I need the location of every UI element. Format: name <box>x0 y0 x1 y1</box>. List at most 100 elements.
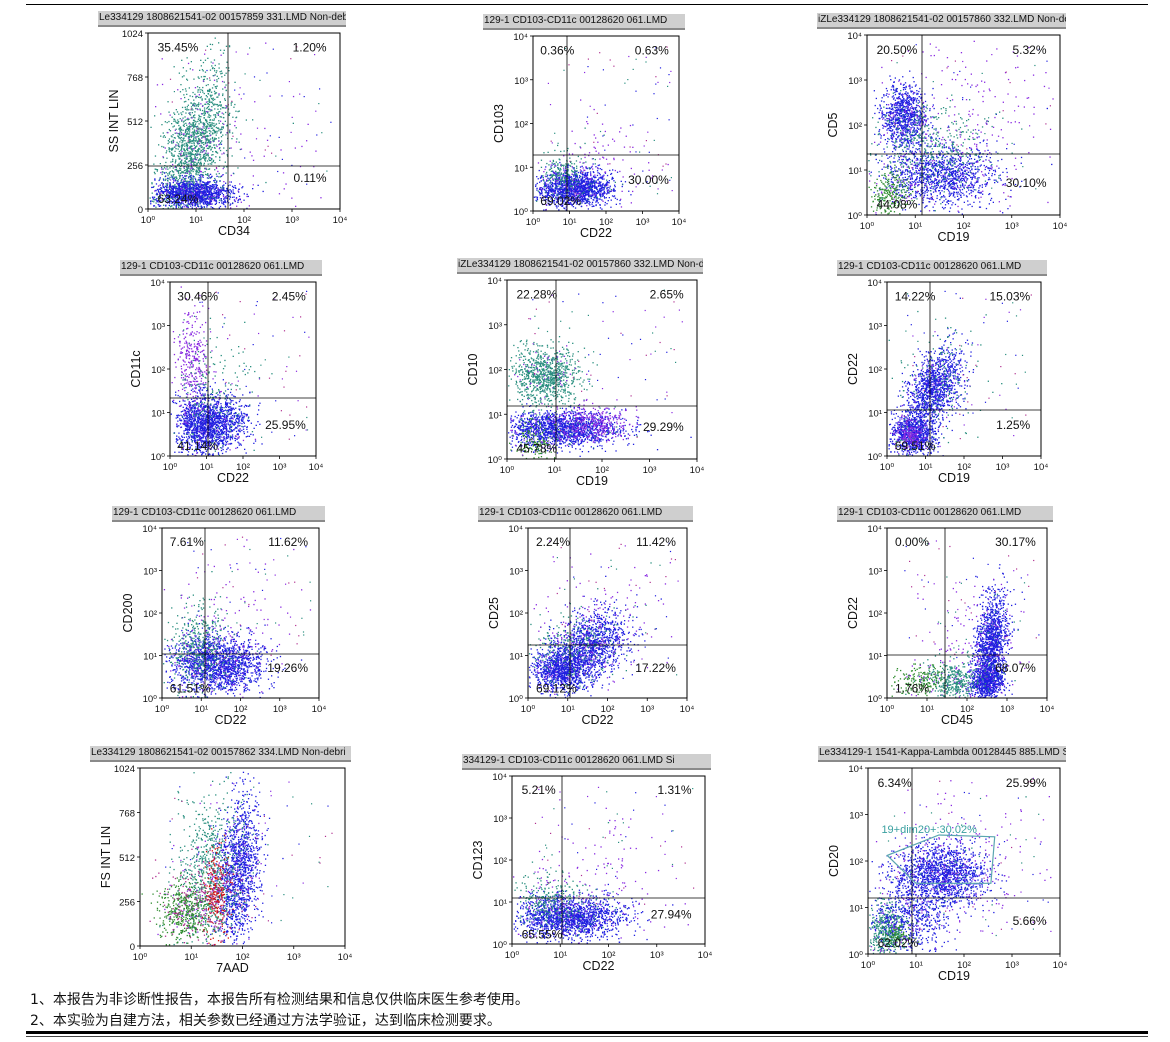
y-tick-label: 768 <box>127 73 143 84</box>
quadrant-percent: 11.62% <box>268 535 308 549</box>
plot-title: 334129-1 CD103-CD11c 00128620 061.LMD Si <box>462 754 711 770</box>
y-axis-label: CD5 <box>826 112 840 137</box>
x-tick-label: 10⁴ <box>698 950 713 961</box>
plot-title: 129-1 CD103-CD11c 00128620 061.LMD <box>112 506 325 522</box>
gate-label: 19+dim20+:30.02% <box>881 824 977 836</box>
x-tick-label: 10³ <box>285 215 299 226</box>
y-tick-label: 10² <box>143 609 157 620</box>
y-tick-label: 10² <box>509 609 523 620</box>
x-tick-label: 10³ <box>640 704 654 715</box>
x-tick-label: 10⁴ <box>333 215 348 226</box>
plot-frame <box>140 768 345 946</box>
y-tick-label: 10³ <box>509 567 523 578</box>
y-axis-label: SS INT LIN <box>107 90 121 153</box>
quadrant-percent: 30.46% <box>177 289 218 303</box>
y-tick-label: 10² <box>848 121 862 132</box>
x-tick-label: 10¹ <box>200 462 214 473</box>
plot-title: iZLe334129 1808621541-02 00157860 332.LM… <box>457 258 703 274</box>
y-tick-label: 10⁴ <box>487 276 502 287</box>
quadrant-percent: 17.22% <box>635 661 676 675</box>
y-tick-label: 10³ <box>848 76 862 87</box>
plot-title: 129-1 CD103-CD11c 00128620 061.LMD <box>837 260 1047 276</box>
x-tick-label: 10² <box>237 215 251 226</box>
x-tick-label: 10¹ <box>553 950 567 961</box>
y-tick-label: 10⁰ <box>151 452 166 463</box>
scatter-points <box>889 291 1032 457</box>
y-axis-label: CD123 <box>471 841 485 880</box>
quadrant-percent: 25.99% <box>1006 776 1047 790</box>
y-tick-label: 10¹ <box>151 409 165 420</box>
y-axis-label: CD25 <box>487 597 501 629</box>
plot-frame <box>887 282 1041 456</box>
quadrant-percent: 14.22% <box>895 289 936 303</box>
y-tick-label: 10⁰ <box>493 940 508 951</box>
y-tick-label: 10³ <box>151 322 165 333</box>
gate-polygon <box>887 835 995 883</box>
x-tick-label: 10³ <box>996 462 1010 473</box>
y-tick-label: 10³ <box>868 322 882 333</box>
x-tick-label: 10⁰ <box>526 217 541 228</box>
x-tick-label: 10² <box>960 704 974 715</box>
x-tick-label: 10⁰ <box>505 950 520 961</box>
quadrant-percent: 2.45% <box>272 289 306 303</box>
y-axis-label: CD10 <box>466 353 480 385</box>
y-tick-label: 10¹ <box>509 652 523 663</box>
plot-frame <box>162 528 319 698</box>
y-tick-label: 1024 <box>122 29 143 40</box>
quadrant-percent: 0.11% <box>293 171 326 185</box>
scatter-points <box>534 47 673 211</box>
report-notes: 1、本报告为非诊断性报告，本报告所有检测结果和信息仅供临床医生参考使用。 2、本… <box>30 990 1150 1032</box>
plot-frame <box>148 33 340 209</box>
quadrant-percent: 63.24% <box>158 192 199 206</box>
x-tick-label: 10² <box>236 952 250 963</box>
x-axis-label: CD45 <box>941 713 973 727</box>
quadrant-percent: 1.25% <box>996 418 1030 432</box>
quadrant-percent: 30.10% <box>1006 176 1047 190</box>
note-1: 1、本报告为非诊断性报告，本报告所有检测结果和信息仅供临床医生参考使用。 <box>30 990 1150 1011</box>
scatter-points <box>142 772 333 946</box>
x-axis-label: CD22 <box>583 959 615 973</box>
x-axis-label: CD22 <box>582 713 614 727</box>
scatter-points <box>529 540 679 698</box>
y-tick-label: 0 <box>130 942 135 953</box>
quadrant-percent: 2.24% <box>536 535 570 549</box>
y-tick-label: 10² <box>151 365 165 376</box>
plot-frame <box>533 36 679 211</box>
quadrant-percent: 2.65% <box>650 288 684 302</box>
plot-title: 129-1 CD103-CD11c 00128620 061.LMD <box>483 14 685 30</box>
x-tick-label: 10² <box>234 704 248 715</box>
plot-title: 129-1 CD103-CD11c 00128620 061.LMD <box>837 506 1053 522</box>
x-axis-label: CD22 <box>215 713 247 727</box>
scatter-points <box>163 537 311 699</box>
scatter-points <box>891 539 1039 699</box>
y-tick-label: 10³ <box>488 321 502 332</box>
quadrant-percent: 30.00% <box>628 173 669 187</box>
y-tick-label: 10¹ <box>488 410 502 421</box>
x-tick-label: 10¹ <box>908 221 922 232</box>
y-tick-label: 10⁰ <box>509 694 524 705</box>
x-tick-label: 10² <box>599 217 613 228</box>
y-axis-label: CD200 <box>121 594 135 633</box>
x-tick-label: 10¹ <box>909 960 923 971</box>
y-tick-label: 512 <box>119 853 135 864</box>
y-tick-label: 10⁴ <box>142 524 157 535</box>
y-tick-label: 10⁴ <box>867 524 882 535</box>
y-tick-label: 10⁴ <box>867 278 882 289</box>
quadrant-percent: 35.45% <box>158 41 199 55</box>
y-tick-label: 256 <box>127 161 143 172</box>
quadrant-percent: 25.95% <box>265 418 306 432</box>
quadrant-percent: 15.03% <box>989 289 1030 303</box>
y-tick-label: 10¹ <box>143 652 157 663</box>
quadrant-percent: 69.02% <box>540 194 581 208</box>
quadrant-percent: 20.50% <box>877 43 918 57</box>
y-tick-label: 10⁴ <box>508 524 523 535</box>
x-tick-label: 10⁴ <box>1034 462 1049 473</box>
quadrant-percent: 27.94% <box>651 907 692 921</box>
scatter-points <box>868 41 1053 216</box>
x-tick-label: 10² <box>957 462 971 473</box>
quadrant-percent: 1.76% <box>895 681 929 695</box>
plot-title: Le334129-1 1541-Kappa-Lambda 00128445 88… <box>818 746 1066 762</box>
x-tick-label: 10⁴ <box>312 704 327 715</box>
y-tick-label: 10⁴ <box>848 764 863 775</box>
y-tick-label: 10⁴ <box>492 772 507 783</box>
